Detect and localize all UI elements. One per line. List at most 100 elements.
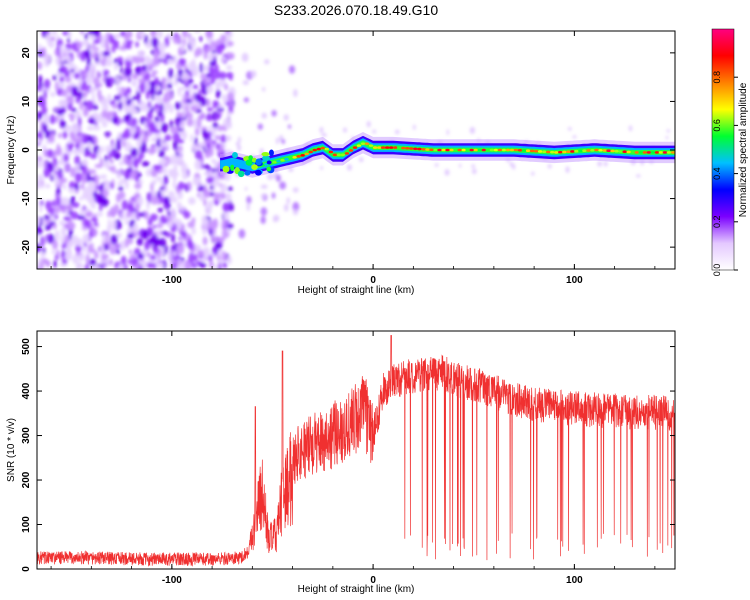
- noise-blob: [211, 235, 218, 243]
- ridge-cell: [328, 150, 334, 154]
- noise-blob: [74, 182, 79, 191]
- noise-blob: [150, 73, 156, 78]
- ridge-cell: [465, 148, 470, 152]
- noise-blob: [119, 66, 123, 74]
- noise-blob: [201, 215, 208, 225]
- ridge-cell: [284, 157, 289, 161]
- noise-blob: [176, 201, 182, 210]
- noise-blob: [165, 78, 172, 83]
- noise-blob: [171, 233, 175, 244]
- noise-blob: [40, 236, 45, 247]
- noise-blob: [173, 250, 177, 257]
- ridge-cell: [670, 151, 675, 154]
- noise-blob: [565, 166, 570, 173]
- noise-blob: [52, 74, 57, 81]
- ridge-cell: [521, 149, 527, 152]
- noise-blob: [109, 76, 115, 83]
- noise-blob: [55, 177, 60, 186]
- noise-blob: [444, 169, 450, 176]
- noise-blob: [75, 261, 81, 269]
- ridge-blotch: [251, 164, 258, 170]
- noise-blob: [55, 115, 59, 124]
- noise-blob: [97, 89, 102, 99]
- noise-blob: [86, 172, 91, 183]
- noise-blob: [272, 214, 280, 222]
- ridge-cell: [594, 148, 599, 152]
- noise-blob: [101, 120, 108, 128]
- noise-blob: [92, 77, 101, 85]
- ridge-cell: [336, 153, 342, 157]
- noise-blob: [49, 114, 56, 125]
- noise-blob: [628, 125, 633, 132]
- noise-blob: [163, 142, 170, 149]
- noise-blob: [111, 211, 116, 218]
- noise-blob: [190, 133, 194, 143]
- noise-blob: [215, 44, 223, 55]
- noise-blob: [144, 34, 149, 46]
- noise-blob: [62, 130, 68, 139]
- noise-blob: [187, 221, 195, 229]
- noise-blob: [37, 137, 42, 144]
- noise-blob: [41, 31, 48, 38]
- noise-blob: [158, 149, 165, 158]
- noise-blob: [163, 178, 169, 183]
- noise-blob: [58, 99, 65, 107]
- noise-blob: [191, 70, 199, 76]
- noise-blob: [221, 93, 227, 101]
- noise-blob: [199, 36, 203, 42]
- noise-blob: [220, 183, 228, 193]
- noise-blob: [62, 183, 67, 190]
- snr-frame: [36, 330, 676, 570]
- noise-blob: [86, 211, 93, 217]
- noise-blob: [126, 210, 132, 218]
- noise-blob: [130, 147, 138, 157]
- noise-blob: [133, 263, 142, 269]
- ridge-cell: [405, 147, 410, 150]
- ridge-cell: [654, 151, 660, 154]
- noise-blob: [111, 165, 116, 174]
- noise-blob: [203, 50, 208, 60]
- colorbar-ticks: 0.0 0.2 0.4 0.6 0.8: [712, 71, 738, 276]
- noise-blob: [166, 83, 173, 89]
- noise-blob: [188, 197, 196, 205]
- noise-blob: [188, 61, 197, 71]
- noise-blob: [113, 203, 120, 215]
- ridge-cell: [485, 148, 491, 152]
- noise-blob: [199, 262, 207, 268]
- noise-blob: [156, 31, 163, 39]
- noise-blob: [69, 131, 76, 139]
- noise-blob: [173, 80, 179, 86]
- noise-blob: [88, 188, 96, 193]
- noise-blob: [107, 93, 112, 103]
- noise-blob: [156, 230, 161, 239]
- noise-blob: [71, 195, 76, 201]
- ridge-blotch: [237, 170, 245, 178]
- noise-blob: [172, 140, 178, 151]
- y-tick-label: 300: [21, 427, 32, 444]
- noise-blob: [200, 112, 206, 119]
- ridge-blotch: [254, 169, 262, 176]
- noise-blob: [286, 197, 291, 205]
- noise-blob: [82, 164, 87, 175]
- noise-blob: [37, 174, 44, 183]
- noise-blob: [91, 31, 100, 37]
- noise-blob: [173, 172, 177, 182]
- noise-blob: [164, 134, 172, 142]
- ridge-core: [222, 142, 675, 178]
- noise-blob: [82, 133, 88, 144]
- noise-blob: [203, 79, 208, 85]
- noise-blob: [93, 104, 99, 111]
- noise-blob: [151, 70, 158, 75]
- noise-blob: [125, 60, 132, 69]
- ridge-blotch: [255, 158, 262, 166]
- ridge-cell: [449, 148, 454, 152]
- ridge-cell: [348, 149, 354, 152]
- noise-blob: [217, 125, 224, 132]
- noise-blob: [215, 89, 221, 99]
- noise-blob: [206, 142, 211, 150]
- noise-blob: [346, 164, 352, 171]
- ridge-cell: [421, 147, 426, 151]
- noise-blob: [228, 105, 233, 113]
- noise-blob: [158, 42, 167, 51]
